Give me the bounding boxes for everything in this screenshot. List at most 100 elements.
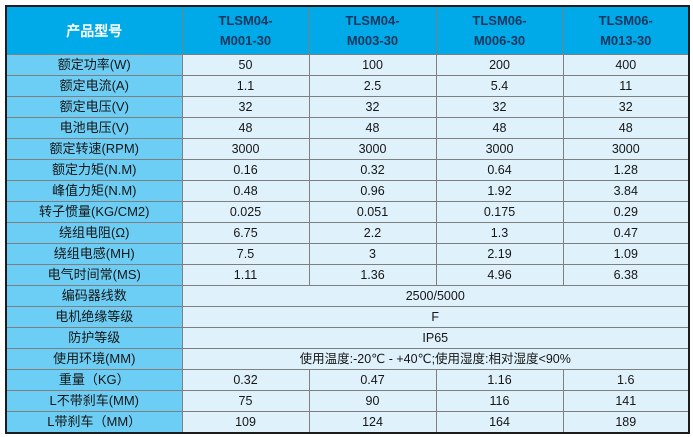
spec-value: 3000 [181,138,310,160]
spec-value: 1.09 [562,243,690,265]
spec-value: 0.051 [308,201,437,223]
spec-value: 1.16 [435,369,564,391]
row-label: 额定电压(V) [5,96,183,118]
spec-value: 32 [435,96,564,118]
spec-value: 75 [181,390,310,412]
model-line: M013-30 [600,32,652,48]
model-line: TLSM04- [345,12,400,28]
spec-value: 100 [308,54,437,76]
spec-value: 50 [181,54,310,76]
spec-value: 3000 [308,138,437,160]
spec-value: 1.28 [562,159,690,181]
row-label: 电池电压(V) [5,117,183,139]
spec-value: 32 [562,96,690,118]
table-row: 电机绝缘等级 F [5,306,690,328]
spec-value: 3000 [562,138,690,160]
table-row: 电气时间常(MS) 1.11 1.36 4.96 6.38 [5,264,690,286]
model-line: M003-30 [346,32,399,48]
model-header-2: TLSM04- M003-30 [308,5,437,55]
row-label: L不带刹车(MM) [5,390,183,412]
table-row: 额定力矩(N.M) 0.16 0.32 0.64 1.28 [5,159,690,181]
row-label: 绕组电阻(Ω) [5,222,183,244]
table-row: 额定转速(RPM) 3000 3000 3000 3000 [5,138,690,160]
row-label: 绕组电感(MH) [5,243,183,265]
product-spec-table: 产品型号 TLSM04- M001-30 TLSM04- M003-30 TLS… [5,5,690,434]
row-label: L带刹车（MM） [5,411,183,434]
spec-value: 1.36 [308,264,437,286]
spec-value: 5.4 [435,75,564,97]
spec-value: 189 [562,411,690,434]
model-line: M006-30 [473,32,526,48]
spec-value: 0.47 [308,369,437,391]
row-label: 转子惯量(KG/CM2) [5,201,183,223]
table-row: 额定电压(V) 32 32 32 32 [5,96,690,118]
table-row: 额定功率(W) 50 100 200 400 [5,54,690,76]
spec-value: 164 [435,411,564,434]
spec-value: 32 [308,96,437,118]
row-label: 峰值力矩(N.M) [5,180,183,202]
spec-value: 2.5 [308,75,437,97]
row-label: 电机绝缘等级 [5,306,183,328]
table-header-row: 产品型号 TLSM04- M001-30 TLSM04- M003-30 TLS… [5,5,690,55]
row-label: 防护等级 [5,327,183,349]
spec-value: 32 [181,96,310,118]
spec-value: 3000 [435,138,564,160]
spec-value: 48 [308,117,437,139]
model-line: M001-30 [219,32,272,48]
spec-value: 124 [308,411,437,434]
spec-value: 3.84 [562,180,690,202]
spec-value: 0.32 [181,369,310,391]
merged-value: 2500/5000 [181,285,690,307]
table-row: L不带刹车(MM) 75 90 116 141 [5,390,690,412]
spec-value: 1.11 [181,264,310,286]
row-label: 额定力矩(N.M) [5,159,183,181]
spec-value: 7.5 [181,243,310,265]
spec-value: 400 [562,54,690,76]
table-row: 绕组电阻(Ω) 6.75 2.2 1.3 0.47 [5,222,690,244]
model-header-3: TLSM06- M006-30 [435,5,564,55]
row-label: 电气时间常(MS) [5,264,183,286]
spec-value: 0.48 [181,180,310,202]
table-row: L带刹车（MM） 109 124 164 189 [5,411,690,434]
spec-value: 2.2 [308,222,437,244]
row-label: 编码器线数 [5,285,183,307]
row-label: 使用环境(MM) [5,348,183,370]
spec-value: 0.47 [562,222,690,244]
model-line: TLSM06- [472,12,527,28]
spec-value: 141 [562,390,690,412]
spec-value: 1.1 [181,75,310,97]
row-label: 额定转速(RPM) [5,138,183,160]
spec-value: 6.75 [181,222,310,244]
row-label: 额定电流(A) [5,75,183,97]
table-row: 峰值力矩(N.M) 0.48 0.96 1.92 3.84 [5,180,690,202]
merged-value: 使用温度:-20℃ - +40℃;使用湿度:相对湿度<90% [181,348,690,370]
spec-value: 2.19 [435,243,564,265]
spec-value: 48 [181,117,310,139]
spec-value: 48 [562,117,690,139]
spec-value: 0.32 [308,159,437,181]
spec-value: 1.92 [435,180,564,202]
row-label: 额定功率(W) [5,54,183,76]
corner-header-product-model: 产品型号 [5,5,183,55]
spec-value: 0.96 [308,180,437,202]
model-header-4: TLSM06- M013-30 [562,5,690,55]
spec-value: 4.96 [435,264,564,286]
table-row: 额定电流(A) 1.1 2.5 5.4 11 [5,75,690,97]
row-label: 重量（KG） [5,369,183,391]
spec-value: 48 [435,117,564,139]
spec-value: 11 [562,75,690,97]
table-row: 防护等级 IP65 [5,327,690,349]
spec-value: 1.6 [562,369,690,391]
table-row: 使用环境(MM) 使用温度:-20℃ - +40℃;使用湿度:相对湿度<90% [5,348,690,370]
spec-value: 1.3 [435,222,564,244]
table-row: 电池电压(V) 48 48 48 48 [5,117,690,139]
model-line: TLSM04- [218,12,273,28]
merged-value: IP65 [181,327,690,349]
spec-value: 109 [181,411,310,434]
spec-value: 0.64 [435,159,564,181]
table-row: 绕组电感(MH) 7.5 3 2.19 1.09 [5,243,690,265]
spec-value: 0.16 [181,159,310,181]
spec-value: 3 [308,243,437,265]
spec-value: 200 [435,54,564,76]
